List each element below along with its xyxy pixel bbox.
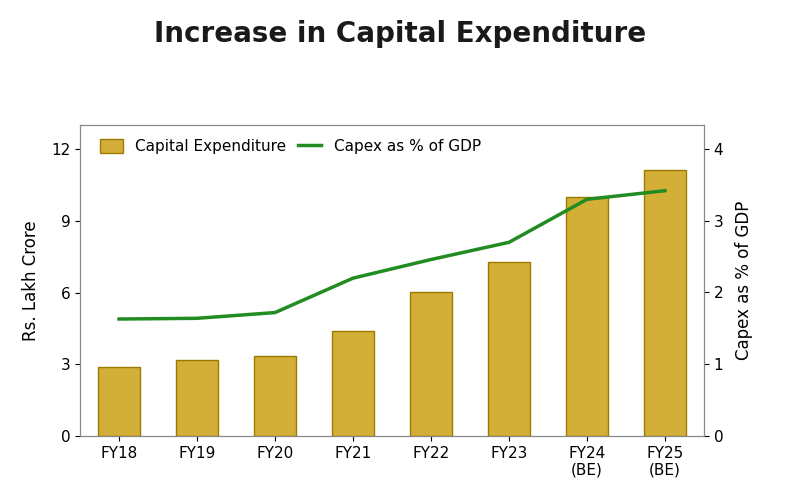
Bar	[331, 331, 374, 436]
Bar	[254, 356, 297, 436]
Bar	[643, 170, 686, 436]
Legend: Capital Expenditure, Capex as % of GDP: Capital Expenditure, Capex as % of GDP	[94, 133, 487, 160]
Bar	[175, 360, 218, 436]
Bar	[98, 367, 141, 436]
Bar	[410, 292, 453, 436]
Bar	[487, 262, 530, 436]
Bar	[566, 197, 609, 436]
Y-axis label: Rs. Lakh Crore: Rs. Lakh Crore	[22, 220, 40, 341]
Text: Increase in Capital Expenditure: Increase in Capital Expenditure	[154, 20, 646, 48]
Y-axis label: Capex as % of GDP: Capex as % of GDP	[734, 201, 753, 360]
